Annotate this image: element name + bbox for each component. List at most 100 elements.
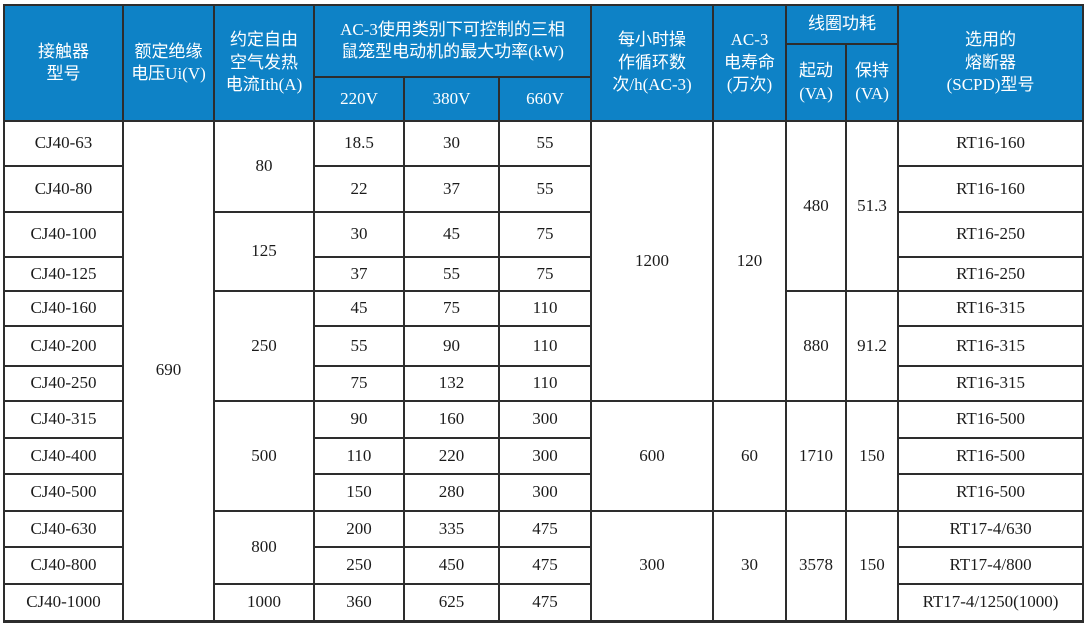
cell-p220: 22 (313, 165, 405, 213)
cell-ith-group: 125 (213, 211, 315, 292)
cell-fuse: RT17-4/1250(1000) (897, 583, 1085, 622)
spec-table: 接触器 型号 额定绝缘 电压Ui(V) 约定自由 空气发热 电流Ith(A) A… (3, 4, 1085, 623)
cell-p660: 475 (497, 510, 593, 548)
cell-model: CJ40-250 (3, 365, 124, 402)
cell-model: CJ40-63 (3, 120, 124, 167)
cell-model: CJ40-315 (3, 400, 124, 439)
header-thermal-current: 约定自由 空气发热 电流Ith(A) (213, 4, 315, 122)
cell-cycles-group: 300 (590, 510, 715, 622)
cell-p380: 37 (403, 165, 500, 213)
header-660v: 660V (497, 76, 593, 122)
cell-life-group: 60 (712, 400, 788, 512)
cell-life-group: 120 (712, 120, 788, 402)
table-row: CJ40-200 55 90 110 RT16-315 (3, 325, 1085, 367)
cell-p220: 360 (313, 583, 405, 622)
cell-p220: 37 (313, 256, 405, 292)
cell-ith-group: 250 (213, 290, 315, 402)
cell-p660: 55 (497, 120, 593, 167)
cell-p380: 280 (403, 473, 500, 512)
cell-cycles-group: 600 (590, 400, 715, 512)
cell-p220: 55 (313, 325, 405, 367)
cell-coil-start-group: 3578 (785, 510, 848, 622)
cell-insulation-voltage: 690 (122, 120, 215, 622)
table-row: CJ40-100 125 30 45 75 RT16-250 (3, 211, 1085, 292)
cell-p660: 300 (497, 400, 593, 439)
cell-fuse: RT16-250 (897, 256, 1085, 292)
cell-fuse: RT16-500 (897, 400, 1085, 439)
table-row: CJ40-500 150 280 300 RT16-500 (3, 473, 1085, 512)
cell-coil-hold-group: 51.3 (845, 120, 900, 292)
cell-cycles-group: 1200 (590, 120, 715, 402)
cell-p660: 55 (497, 165, 593, 213)
cell-p220: 18.5 (313, 120, 405, 167)
cell-p380: 220 (403, 437, 500, 475)
cell-p660: 475 (497, 583, 593, 622)
cell-p660: 110 (497, 290, 593, 327)
table-row: CJ40-400 110 220 300 RT16-500 (3, 437, 1085, 475)
header-coil-hold: 保持 (VA) (845, 43, 900, 122)
cell-coil-hold-group: 150 (845, 510, 900, 622)
cell-coil-hold-group: 91.2 (845, 290, 900, 402)
cell-p660: 300 (497, 473, 593, 512)
cell-p380: 625 (403, 583, 500, 622)
header-electrical-life: AC-3 电寿命 (万次) (712, 4, 788, 122)
cell-p380: 450 (403, 546, 500, 585)
cell-p380: 132 (403, 365, 500, 402)
cell-model: CJ40-1000 (3, 583, 124, 622)
cell-coil-start-group: 1710 (785, 400, 848, 512)
cell-p660: 110 (497, 365, 593, 402)
cell-p380: 75 (403, 290, 500, 327)
cell-model: CJ40-400 (3, 437, 124, 475)
cell-ith-group: 500 (213, 400, 315, 512)
cell-p220: 250 (313, 546, 405, 585)
header-fuse: 选用的 熔断器 (SCPD)型号 (897, 4, 1085, 122)
cell-p380: 90 (403, 325, 500, 367)
cell-p660: 75 (497, 256, 593, 292)
table-row: CJ40-80 22 37 55 RT16-160 (3, 165, 1085, 213)
cell-fuse: RT16-315 (897, 365, 1085, 402)
cell-p380: 335 (403, 510, 500, 548)
cell-fuse: RT17-4/630 (897, 510, 1085, 548)
cell-life-group: 30 (712, 510, 788, 622)
table-row: CJ40-160 250 45 75 110 880 91.2 RT16-315 (3, 290, 1085, 402)
cell-p220: 150 (313, 473, 405, 512)
cell-model: CJ40-200 (3, 325, 124, 367)
table-row: CJ40-63 690 80 18.5 30 55 1200 120 480 5… (3, 120, 1085, 622)
header-insulation-voltage: 额定绝缘 电压Ui(V) (122, 4, 215, 122)
cell-p220: 75 (313, 365, 405, 402)
cell-model: CJ40-80 (3, 165, 124, 213)
header-coil-start: 起动 (VA) (785, 43, 848, 122)
cell-fuse: RT16-250 (897, 211, 1085, 258)
cell-fuse: RT16-500 (897, 437, 1085, 475)
header-power-group: AC-3使用类别下可控制的三相 鼠笼型电动机的最大功率(kW) (312, 4, 593, 78)
header-220v: 220V (313, 76, 405, 122)
table-row: CJ40-315 500 90 160 300 600 60 1710 150 … (3, 400, 1085, 512)
cell-coil-start-group: 480 (785, 120, 848, 292)
header-cycles: 每小时操 作循环数 次/h(AC-3) (590, 4, 715, 122)
table-row: CJ40-630 800 200 335 475 300 30 3578 150… (3, 510, 1085, 622)
header-model: 接触器 型号 (3, 4, 124, 122)
cell-model: CJ40-100 (3, 211, 124, 258)
cell-p220: 200 (313, 510, 405, 548)
cell-p660: 300 (497, 437, 593, 475)
cell-model: CJ40-800 (3, 546, 124, 585)
cell-fuse: RT17-4/800 (897, 546, 1085, 585)
table-row: CJ40-125 37 55 75 RT16-250 (3, 256, 1085, 292)
cell-p660: 110 (497, 325, 593, 367)
cell-p380: 45 (403, 211, 500, 258)
table-row: CJ40-1000 1000 360 625 475 RT17-4/1250(1… (3, 583, 1085, 622)
cell-p220: 30 (313, 211, 405, 258)
cell-p660: 475 (497, 546, 593, 585)
cell-p220: 110 (313, 437, 405, 475)
cell-model: CJ40-125 (3, 256, 124, 292)
cell-p220: 45 (313, 290, 405, 327)
header-380v: 380V (403, 76, 500, 122)
cell-p660: 75 (497, 211, 593, 258)
cell-model: CJ40-160 (3, 290, 124, 327)
cell-fuse: RT16-500 (897, 473, 1085, 512)
cell-ith-group: 1000 (213, 583, 315, 622)
cell-coil-start-group: 880 (785, 290, 848, 402)
cell-p380: 55 (403, 256, 500, 292)
cell-coil-hold-group: 150 (845, 400, 900, 512)
